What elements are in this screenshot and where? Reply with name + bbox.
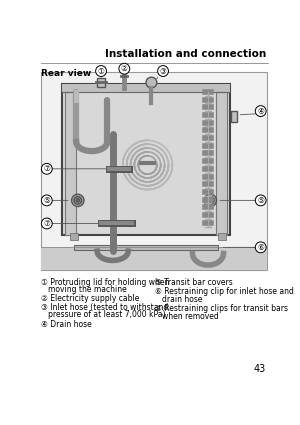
Text: ①: ① bbox=[98, 67, 104, 76]
Bar bbox=[216, 92, 226, 235]
Text: Installation and connection: Installation and connection bbox=[105, 49, 266, 60]
Text: ④ Drain hose: ④ Drain hose bbox=[41, 320, 92, 329]
Text: Rear view: Rear view bbox=[41, 69, 92, 78]
Bar bbox=[231, 111, 238, 122]
Text: ⑤: ⑤ bbox=[44, 196, 50, 205]
Circle shape bbox=[146, 77, 157, 88]
Bar bbox=[74, 245, 218, 249]
Circle shape bbox=[209, 199, 212, 202]
Text: ① Protruding lid for holding when: ① Protruding lid for holding when bbox=[41, 278, 170, 287]
Bar bbox=[218, 233, 226, 240]
Text: ⑦ Restraining clips for transit bars: ⑦ Restraining clips for transit bars bbox=[155, 304, 288, 313]
Text: ⑤: ⑤ bbox=[257, 196, 264, 205]
Circle shape bbox=[76, 199, 80, 202]
Text: ③: ③ bbox=[160, 67, 167, 76]
Text: drain hose: drain hose bbox=[161, 295, 202, 304]
Bar bbox=[65, 92, 76, 235]
Text: ⑤ Transit bar covers: ⑤ Transit bar covers bbox=[155, 278, 233, 287]
Text: 43: 43 bbox=[254, 364, 266, 374]
Circle shape bbox=[74, 196, 82, 204]
Text: ⑦: ⑦ bbox=[44, 164, 50, 173]
Bar bbox=[40, 247, 267, 270]
Text: ②: ② bbox=[121, 64, 128, 73]
Text: when removed: when removed bbox=[161, 312, 218, 320]
Bar bbox=[40, 72, 267, 270]
Bar bbox=[70, 233, 78, 240]
Text: pressure of at least 7,000 kPa): pressure of at least 7,000 kPa) bbox=[48, 310, 165, 319]
Circle shape bbox=[72, 194, 84, 207]
Bar bbox=[62, 84, 230, 235]
Text: ④: ④ bbox=[257, 107, 264, 116]
Circle shape bbox=[206, 196, 214, 204]
Bar bbox=[62, 84, 230, 92]
Text: ⑥ Restraining clip for inlet hose and: ⑥ Restraining clip for inlet hose and bbox=[155, 287, 294, 296]
Text: ⑥: ⑥ bbox=[257, 243, 264, 252]
Text: moving the machine: moving the machine bbox=[48, 286, 126, 295]
Text: ② Electricity supply cable: ② Electricity supply cable bbox=[41, 295, 140, 303]
Circle shape bbox=[204, 194, 217, 207]
Text: ③ Inlet hose (tested to withstand: ③ Inlet hose (tested to withstand bbox=[41, 303, 169, 312]
Text: ⑦: ⑦ bbox=[44, 219, 50, 228]
Bar bbox=[97, 78, 105, 87]
